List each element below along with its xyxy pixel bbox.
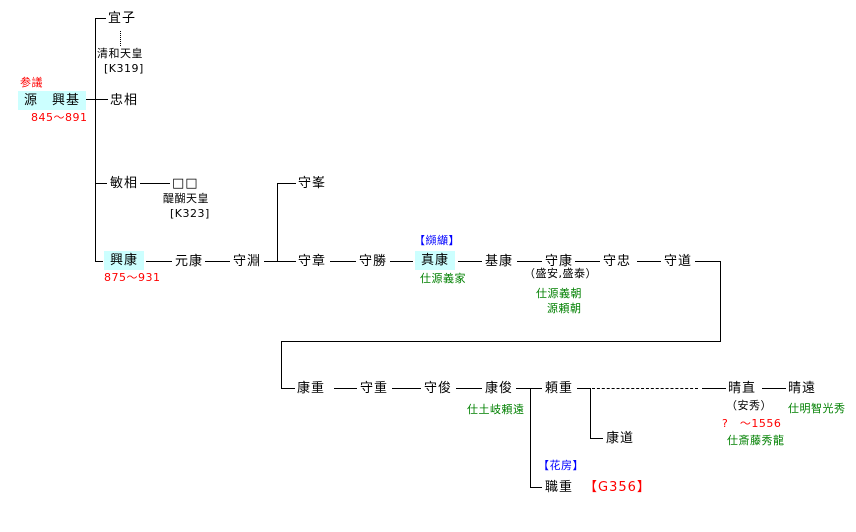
years-okiyasu: 875～931 [104,271,161,284]
sibling-branch-line [590,388,591,438]
person-toshisuke: 敏相 [110,176,139,191]
person-saneyasu: 真康 [415,251,456,270]
connector-line [95,261,103,262]
connector-line [277,183,296,184]
connector-line [330,261,356,262]
person-moriyasu: 守康 [545,254,574,269]
family-tag-koketsu: 【纐纈】 [414,234,460,247]
person-motoyasu: 元康 [175,254,204,269]
sibling-branch-line [277,183,278,261]
served-note-saneyasu: 仕源義家 [420,272,466,285]
connector-line [95,183,107,184]
reference-code-g356: 【G356】 [584,480,651,495]
consort-dotted-line [120,31,121,46]
connector-line [281,388,295,389]
connector-line [334,388,357,389]
person-moriaki: 守章 [298,254,327,269]
person-morikatsu: 守勝 [359,254,388,269]
person-unnamed-daughter: □□ [172,176,199,191]
connector-line [83,99,108,100]
connector-line [205,261,230,262]
connector-line [637,261,661,262]
served-note-harunao: 仕斎藤秀龍 [727,434,785,447]
person-morifuchi: 守淵 [233,254,262,269]
connector-line [392,388,421,389]
connector-line [695,261,721,262]
rank-label-sangi: 参議 [20,76,43,89]
alias-harunao: （安秀） [726,399,772,412]
connector-line [517,261,542,262]
generation-wrap-line [281,341,721,342]
connector-line [590,438,603,439]
person-motoyasu-ii: 基康 [485,254,514,269]
family-tag-hanabusa: 【花房】 [538,459,584,472]
served-note-moriyasu-1: 仕源義朝 [536,287,582,300]
connector-line [530,487,542,488]
person-moritoshi: 守俊 [424,381,453,396]
person-morishige: 守重 [360,381,389,396]
succession-dashed-line [592,388,698,389]
years-harunao: ? ～1556 [722,417,782,430]
reference-code-k319: [K319] [104,62,144,75]
person-minamoto-okimoto: 源 興基 [18,91,87,110]
person-okiyasu: 興康 [104,251,145,270]
person-yoshiko: 宜子 [108,11,137,26]
connector-line [390,261,413,262]
person-harunao: 晴直 [728,381,757,396]
person-yasutoshi: 康俊 [485,381,514,396]
main-descent-line [95,18,96,262]
person-morimine: 守峯 [298,176,327,191]
person-motoshige: 職重 [545,480,574,495]
connector-line [577,388,591,389]
person-seiwa-tenno: 清和天皇 [97,47,143,60]
years-okimoto: 845～891 [31,111,88,124]
connector-line [95,18,106,19]
served-note-harutou: 仕明智光秀 [788,402,846,415]
sibling-branch-line [530,388,531,487]
connector-line [702,388,726,389]
served-note-yasutoshi: 仕土岐頼遠 [467,403,525,416]
person-harutou: 晴遠 [788,381,817,396]
person-yasumichi: 康道 [606,431,635,446]
generation-wrap-line [720,261,721,341]
person-moritada: 守忠 [603,254,632,269]
generation-wrap-line [281,341,282,388]
connector-line [516,388,542,389]
connector-line [575,261,600,262]
person-tadasuke: 忠相 [110,93,139,108]
served-note-moriyasu-2: 源頼朝 [547,302,582,315]
connector-line [456,388,482,389]
reference-code-k323: [K323] [170,207,210,220]
connector-line [458,261,482,262]
person-yorishige: 頼重 [545,381,574,396]
person-daigo-tenno: 醍醐天皇 [163,192,209,205]
person-yasushige: 康重 [297,381,326,396]
alias-moriyasu: （盛安,盛泰） [524,267,597,280]
connector-line [146,261,172,262]
connector-line [762,388,786,389]
marriage-line [140,183,170,184]
connector-line [264,261,296,262]
person-morimichi: 守道 [664,254,693,269]
